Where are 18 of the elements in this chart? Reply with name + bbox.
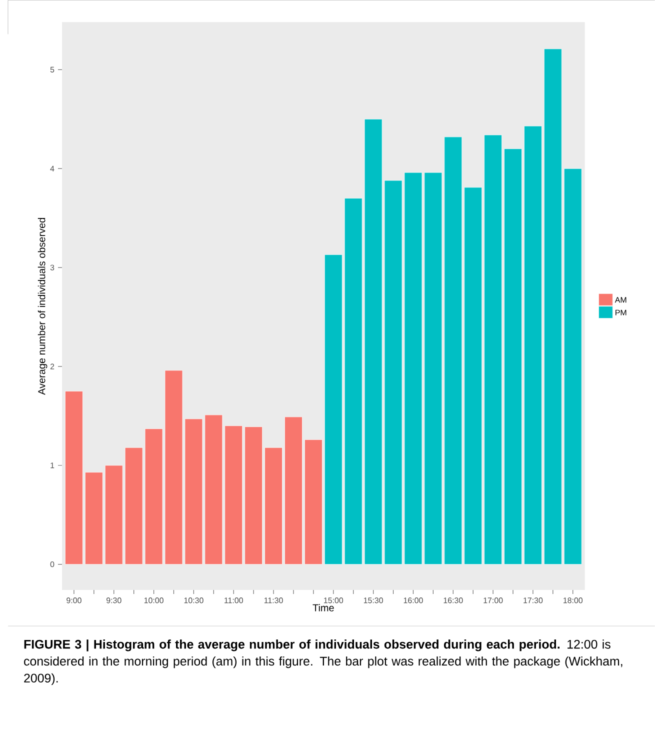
bar [564,168,582,565]
bar [65,390,83,565]
bar [504,148,522,565]
bar [464,187,482,565]
bar [324,254,342,565]
bar [264,447,282,565]
bar [484,134,502,565]
bar [104,465,123,565]
x-axis-title: Time [312,604,334,612]
bar [524,126,542,565]
bar [544,48,562,565]
bar [304,439,322,565]
bar [244,426,263,565]
y-axis-title: Average number of individuals observed [38,218,48,395]
bar [284,416,302,565]
bar [84,472,103,565]
text: FIGURE 3 | Histogram of the average number of individuals observed during each period. 12:00 is considered in the morning period (am) in this figure. The bar plot was realized with the package (Wickham, 2009). [24,640,622,686]
bar [224,426,243,565]
